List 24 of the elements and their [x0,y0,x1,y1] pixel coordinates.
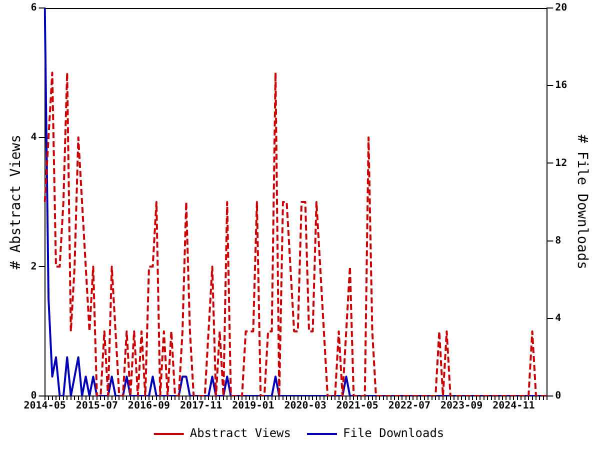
y2-tick-label: 20 [555,2,568,14]
x-tick-label: 2023-09 [440,400,483,412]
legend-label: File Downloads [343,426,444,440]
y2-tick-label: 16 [555,80,568,92]
y2-tick-label: 4 [555,312,562,324]
y2-axis-title: # File Downloads [574,134,590,270]
y-tick-label: 6 [30,2,37,14]
y-axis-title: # Abstract Views [8,134,24,270]
x-tick-label: 2014-05 [24,400,66,412]
y-tick-label: 4 [30,132,37,143]
x-tick-label: 2015-07 [76,400,118,412]
y2-tick-label: 0 [555,390,562,402]
x-tick-label: 2021-05 [336,400,378,412]
legend-label: Abstract Views [190,426,292,440]
y2-tick-label: 12 [555,158,568,169]
x-tick-label: 2024-11 [492,400,535,412]
x-tick-label: 2020-03 [284,400,326,412]
y2-tick-label: 8 [555,235,562,246]
y-tick-label: 2 [30,261,37,272]
y-tick-label: 0 [30,390,37,402]
x-tick-label: 2022-07 [388,400,431,412]
x-tick-label: 2017-11 [180,400,222,412]
x-tick-label: 2019-01 [232,400,274,412]
x-tick-label: 2016-09 [128,400,170,412]
